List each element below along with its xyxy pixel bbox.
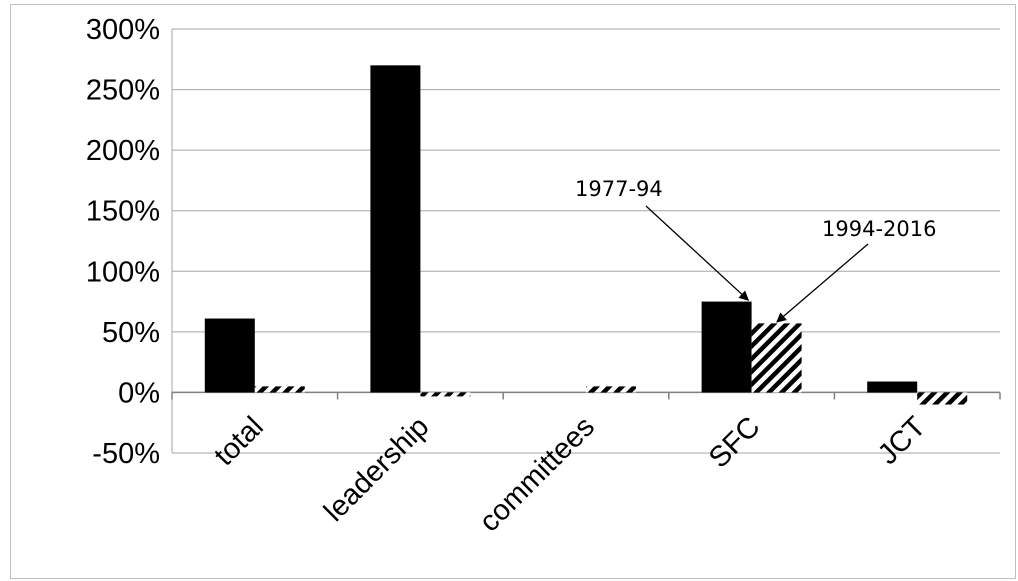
bar-SFC-series-2: [751, 323, 802, 393]
x-tick-label: JCT: [872, 411, 932, 471]
y-tick-label: 150%: [86, 196, 160, 228]
y-tick-label: 0%: [118, 377, 160, 409]
y-tick-label: 300%: [86, 14, 160, 46]
x-tick-label: total: [208, 411, 269, 472]
bar-JCT-series-1: [867, 381, 918, 393]
x-tick-label: leadership: [318, 411, 435, 528]
bar-leadership-series-2: [420, 392, 471, 397]
bar-total-series-1: [204, 318, 255, 393]
annotation-label: 1994-2016: [822, 217, 936, 241]
y-tick-label: 200%: [86, 135, 160, 167]
y-tick-label: 250%: [86, 75, 160, 107]
y-tick-label: 100%: [86, 256, 160, 288]
y-tick-label: 50%: [102, 317, 160, 349]
annotation-label: 1977-94: [575, 177, 663, 201]
labels: 300% 250% 200% 150% 100% 50% 0% -50% total leader…: [86, 14, 933, 538]
bar-committees-series-2: [586, 386, 636, 393]
bar-leadership-series-1: [370, 65, 421, 393]
x-tick-label: committees: [473, 411, 600, 538]
bar-SFC-series-1: [701, 301, 752, 393]
chart-frame: [10, 4, 1016, 579]
bars: [204, 65, 968, 405]
bar-JCT-series-2: [917, 392, 968, 405]
bar-total-series-2: [254, 386, 305, 393]
annotations: 1977-94 1994-2016: [575, 177, 936, 323]
annotation-arrow: [776, 243, 869, 323]
y-tick-label: -50%: [92, 438, 160, 470]
x-tick-label: SFC: [703, 411, 767, 475]
annotation-arrow: [645, 205, 750, 301]
